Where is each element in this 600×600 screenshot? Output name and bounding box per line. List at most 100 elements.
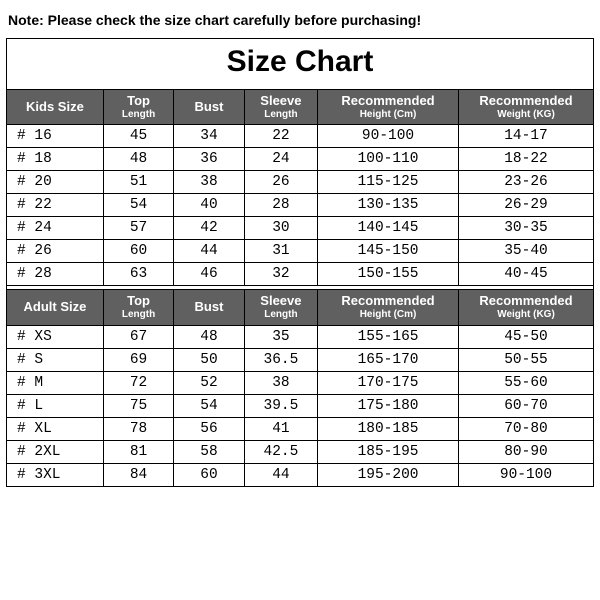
cell-sleeve-length: 32 xyxy=(244,263,317,286)
cell-sleeve-length: 28 xyxy=(244,194,317,217)
cell-size: # XL xyxy=(7,417,104,440)
col-sleeve-length: SleeveLength xyxy=(244,290,317,325)
cell-size: # 2XL xyxy=(7,440,104,463)
size-table: Kids Size TopLength Bust SleeveLength Re… xyxy=(6,89,594,487)
cell-rec-weight: 30-35 xyxy=(458,217,593,240)
cell-size: # S xyxy=(7,348,104,371)
cell-sleeve-length: 26 xyxy=(244,171,317,194)
table-row: # XL785641180-18570-80 xyxy=(7,417,594,440)
cell-top-length: 81 xyxy=(103,440,173,463)
cell-rec-height: 115-125 xyxy=(318,171,459,194)
col-top-length: TopLength xyxy=(103,90,173,125)
col-top-length: TopLength xyxy=(103,290,173,325)
cell-rec-height: 130-135 xyxy=(318,194,459,217)
cell-top-length: 72 xyxy=(103,371,173,394)
cell-bust: 50 xyxy=(174,348,244,371)
cell-rec-weight: 70-80 xyxy=(458,417,593,440)
cell-rec-weight: 55-60 xyxy=(458,371,593,394)
col-bust: Bust xyxy=(174,290,244,325)
col-sleeve-length: SleeveLength xyxy=(244,90,317,125)
table-row: # L755439.5175-18060-70 xyxy=(7,394,594,417)
table-row: # S695036.5165-17050-55 xyxy=(7,348,594,371)
table-row: # XS674835155-16545-50 xyxy=(7,325,594,348)
cell-size: # 18 xyxy=(7,148,104,171)
table-row: # 26604431145-15035-40 xyxy=(7,240,594,263)
cell-bust: 52 xyxy=(174,371,244,394)
cell-rec-weight: 26-29 xyxy=(458,194,593,217)
cell-sleeve-length: 36.5 xyxy=(244,348,317,371)
cell-bust: 44 xyxy=(174,240,244,263)
cell-rec-weight: 90-100 xyxy=(458,463,593,486)
cell-size: # 26 xyxy=(7,240,104,263)
col-rec-height: RecommendedHeight (Cm) xyxy=(318,290,459,325)
cell-sleeve-length: 42.5 xyxy=(244,440,317,463)
table-row: # 2XL815842.5185-19580-90 xyxy=(7,440,594,463)
cell-rec-height: 145-150 xyxy=(318,240,459,263)
cell-rec-height: 150-155 xyxy=(318,263,459,286)
cell-bust: 46 xyxy=(174,263,244,286)
cell-top-length: 69 xyxy=(103,348,173,371)
cell-top-length: 60 xyxy=(103,240,173,263)
cell-sleeve-length: 35 xyxy=(244,325,317,348)
cell-rec-height: 165-170 xyxy=(318,348,459,371)
cell-bust: 56 xyxy=(174,417,244,440)
cell-bust: 58 xyxy=(174,440,244,463)
table-row: # 18483624100-11018-22 xyxy=(7,148,594,171)
cell-sleeve-length: 41 xyxy=(244,417,317,440)
cell-rec-weight: 18-22 xyxy=(458,148,593,171)
cell-rec-height: 175-180 xyxy=(318,394,459,417)
table-row: # 28634632150-15540-45 xyxy=(7,263,594,286)
cell-bust: 42 xyxy=(174,217,244,240)
cell-top-length: 54 xyxy=(103,194,173,217)
cell-sleeve-length: 38 xyxy=(244,371,317,394)
cell-top-length: 48 xyxy=(103,148,173,171)
note-text: Note: Please check the size chart carefu… xyxy=(6,8,594,38)
cell-rec-height: 155-165 xyxy=(318,325,459,348)
kids-body: # 1645342290-10014-17# 18483624100-11018… xyxy=(7,125,594,286)
cell-size: # XS xyxy=(7,325,104,348)
cell-sleeve-length: 22 xyxy=(244,125,317,148)
cell-bust: 54 xyxy=(174,394,244,417)
cell-bust: 60 xyxy=(174,463,244,486)
chart-title: Size Chart xyxy=(6,38,594,89)
cell-top-length: 67 xyxy=(103,325,173,348)
table-row: # 22544028130-13526-29 xyxy=(7,194,594,217)
col-bust: Bust xyxy=(174,90,244,125)
cell-bust: 34 xyxy=(174,125,244,148)
cell-size: # 24 xyxy=(7,217,104,240)
cell-top-length: 45 xyxy=(103,125,173,148)
cell-size: # M xyxy=(7,371,104,394)
cell-bust: 40 xyxy=(174,194,244,217)
cell-rec-weight: 40-45 xyxy=(458,263,593,286)
kids-header-row: Kids Size TopLength Bust SleeveLength Re… xyxy=(7,90,594,125)
cell-sleeve-length: 24 xyxy=(244,148,317,171)
table-row: # 1645342290-10014-17 xyxy=(7,125,594,148)
cell-top-length: 51 xyxy=(103,171,173,194)
cell-rec-height: 195-200 xyxy=(318,463,459,486)
cell-size: # 28 xyxy=(7,263,104,286)
adult-body: # XS674835155-16545-50# S695036.5165-170… xyxy=(7,325,594,486)
cell-rec-height: 140-145 xyxy=(318,217,459,240)
cell-sleeve-length: 31 xyxy=(244,240,317,263)
cell-bust: 48 xyxy=(174,325,244,348)
cell-top-length: 63 xyxy=(103,263,173,286)
col-rec-weight: RecommendedWeight (KG) xyxy=(458,290,593,325)
cell-rec-height: 90-100 xyxy=(318,125,459,148)
table-row: # 20513826115-12523-26 xyxy=(7,171,594,194)
cell-sleeve-length: 39.5 xyxy=(244,394,317,417)
col-rec-weight: RecommendedWeight (KG) xyxy=(458,90,593,125)
cell-rec-weight: 80-90 xyxy=(458,440,593,463)
table-row: # 24574230140-14530-35 xyxy=(7,217,594,240)
cell-rec-height: 185-195 xyxy=(318,440,459,463)
cell-rec-weight: 45-50 xyxy=(458,325,593,348)
cell-top-length: 75 xyxy=(103,394,173,417)
cell-rec-height: 100-110 xyxy=(318,148,459,171)
cell-bust: 36 xyxy=(174,148,244,171)
cell-size: # L xyxy=(7,394,104,417)
cell-size: # 3XL xyxy=(7,463,104,486)
col-adult-size: Adult Size xyxy=(7,290,104,325)
cell-top-length: 57 xyxy=(103,217,173,240)
col-rec-height: RecommendedHeight (Cm) xyxy=(318,90,459,125)
cell-rec-weight: 35-40 xyxy=(458,240,593,263)
cell-bust: 38 xyxy=(174,171,244,194)
